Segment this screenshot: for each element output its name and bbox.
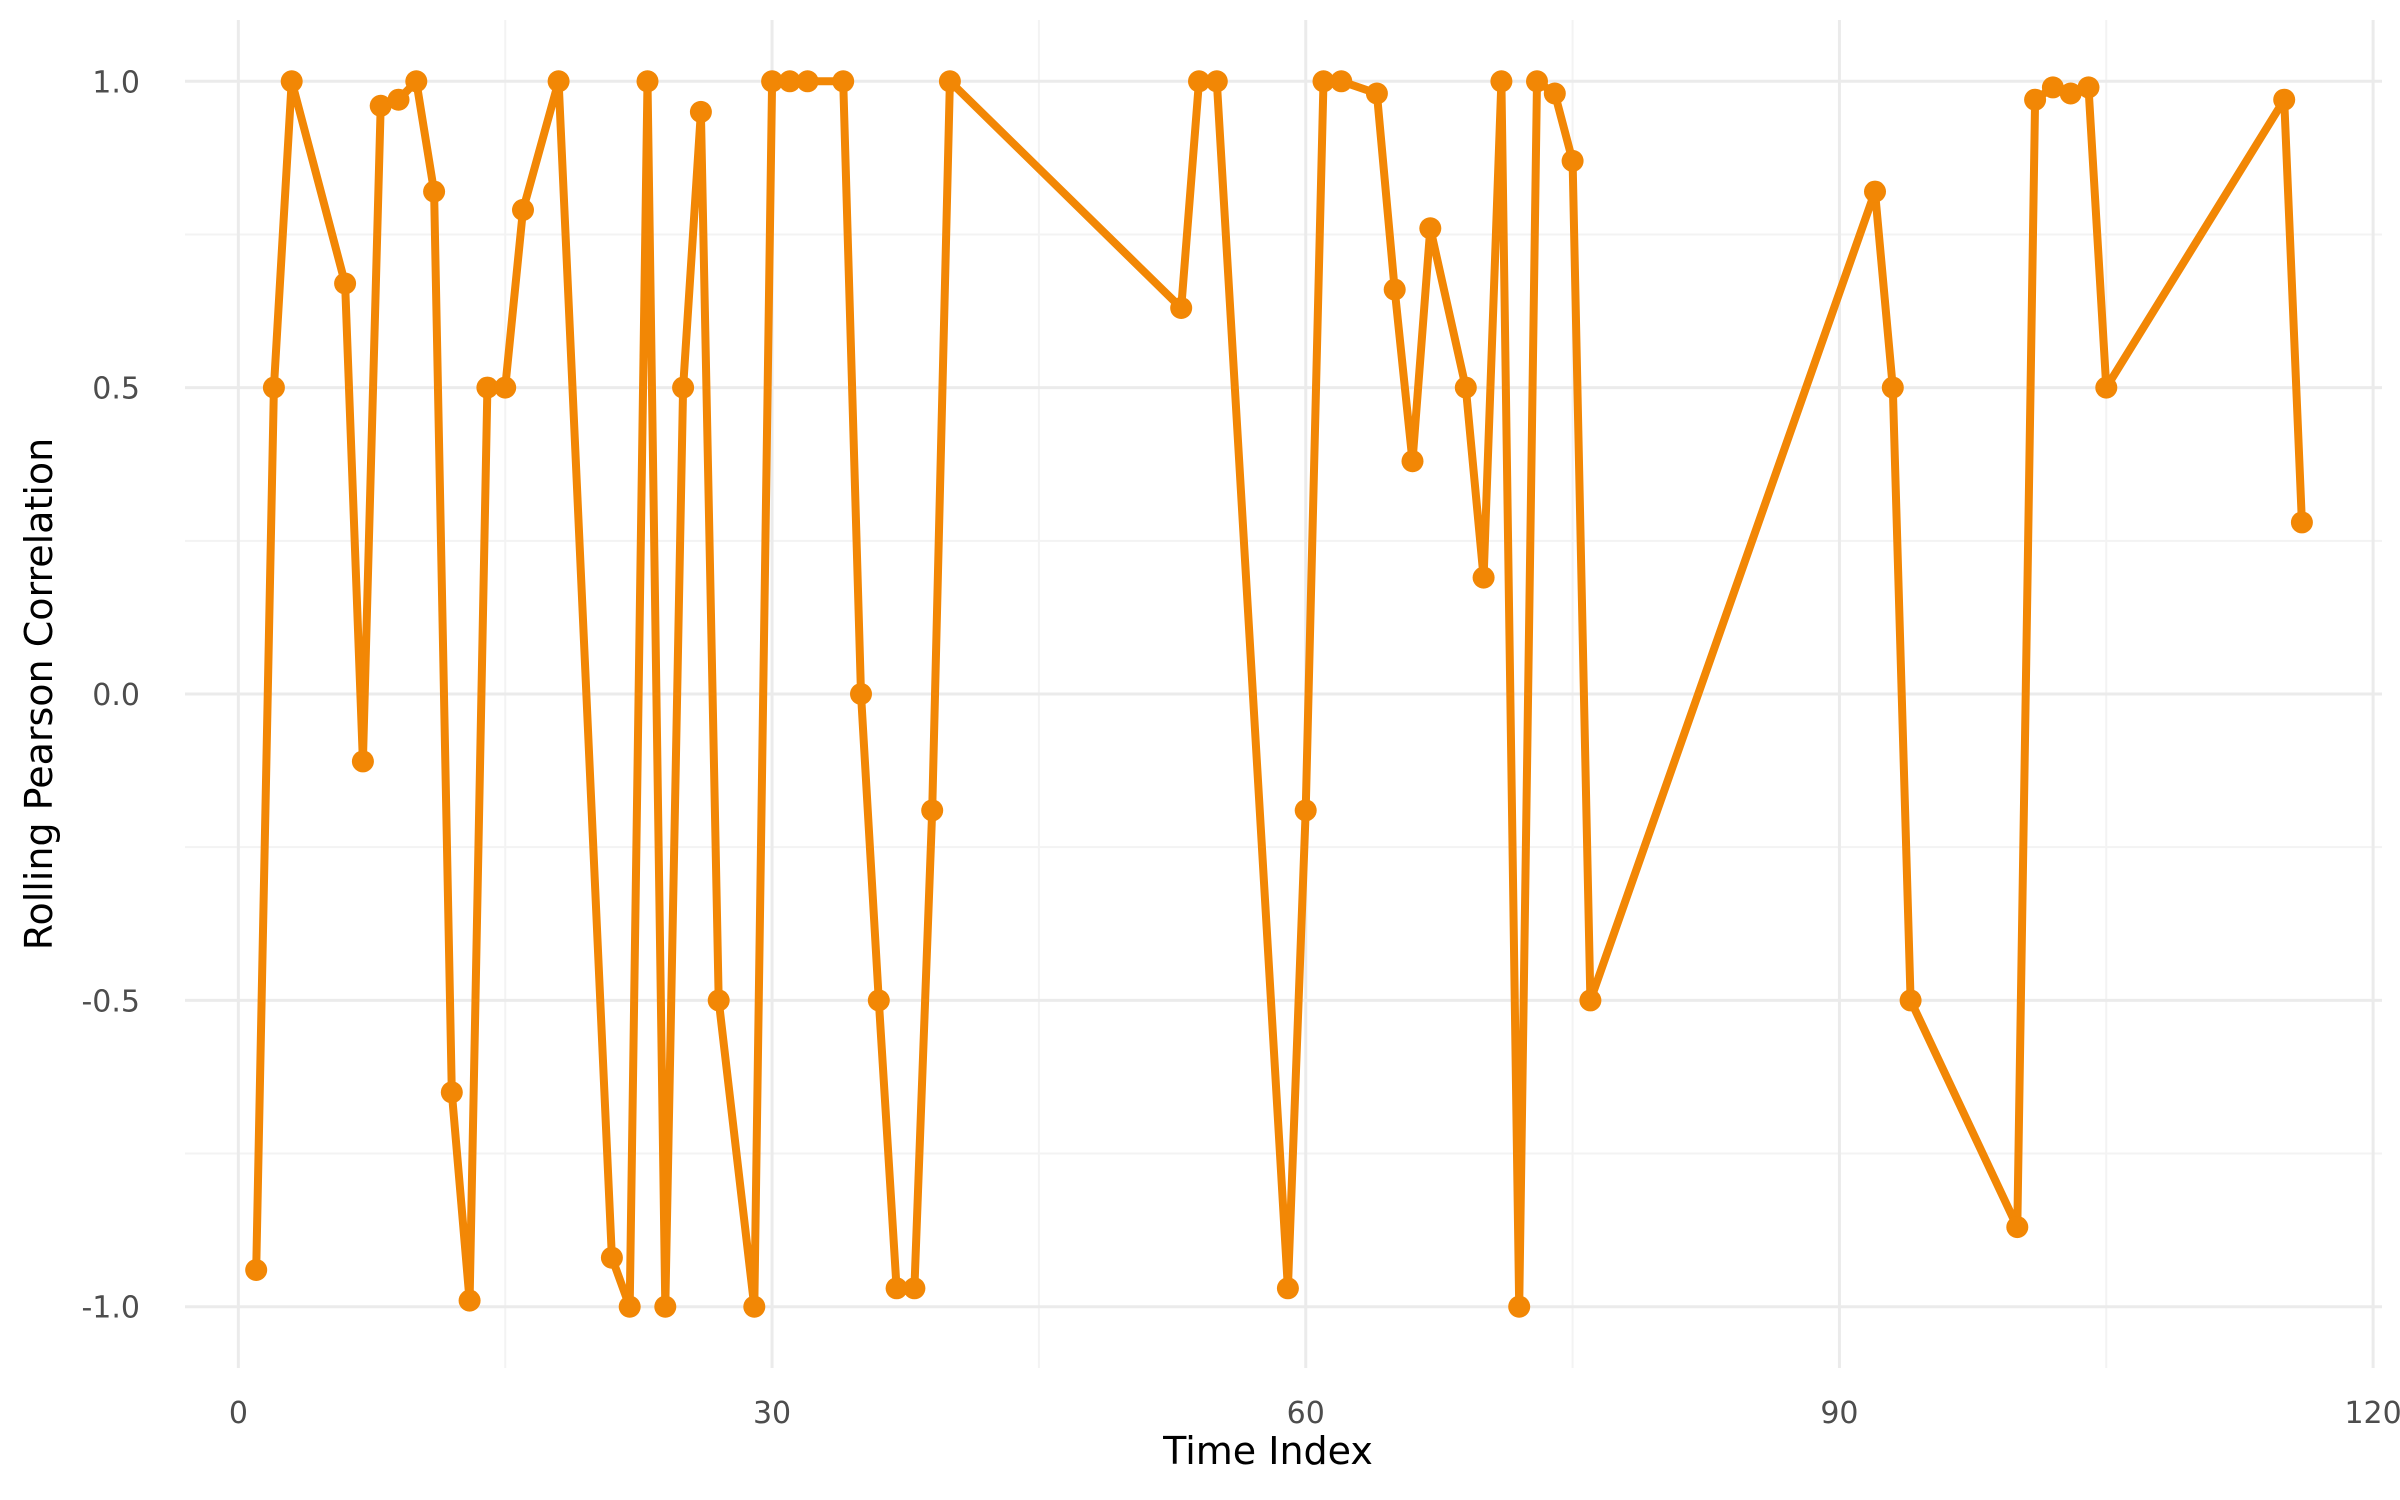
data-point (2290, 511, 2313, 534)
data-point (796, 70, 819, 93)
data-point (494, 376, 517, 399)
data-point (1312, 70, 1335, 93)
x-tick-label: 30 (753, 1396, 791, 1431)
data-point (2095, 376, 2118, 399)
data-point (280, 70, 303, 93)
data-point (1864, 180, 1886, 203)
data-point (387, 88, 410, 111)
x-tick-label: 90 (1820, 1396, 1858, 1431)
data-point (262, 376, 285, 399)
x-axis-title: Time Index (1162, 1429, 1373, 1473)
data-point (351, 750, 374, 773)
data-point (1205, 70, 1228, 93)
data-point (1561, 149, 1584, 172)
data-point (1454, 376, 1477, 399)
data-point (2059, 82, 2082, 105)
series (245, 70, 2313, 1318)
data-point (1383, 278, 1406, 301)
data-point (921, 799, 944, 822)
data-point (2006, 1216, 2029, 1239)
data-point (1472, 566, 1495, 589)
data-point (903, 1277, 926, 1300)
data-point (440, 1081, 463, 1104)
data-point (938, 70, 961, 93)
data-point (2041, 76, 2064, 99)
data-point (547, 70, 570, 93)
data-point (672, 376, 695, 399)
x-tick-label: 60 (1287, 1396, 1325, 1431)
data-point (618, 1295, 641, 1318)
data-point (1170, 297, 1193, 319)
data-point (423, 180, 446, 203)
data-point (689, 100, 712, 123)
y-tick-label: -0.5 (81, 984, 140, 1019)
y-tick-label: 0.5 (92, 372, 140, 407)
x-tick-label: 0 (229, 1396, 248, 1431)
data-point (1543, 82, 1566, 105)
data-point (850, 683, 872, 705)
data-point (458, 1289, 481, 1312)
data-point (1419, 217, 1442, 240)
data-point (334, 272, 357, 295)
data-point (867, 989, 890, 1012)
data-point (245, 1259, 268, 1281)
data-point (2077, 76, 2100, 99)
data-point (885, 1277, 908, 1300)
data-point (743, 1295, 766, 1318)
data-point (778, 70, 801, 93)
data-point (1508, 1295, 1531, 1318)
data-point (1330, 70, 1353, 93)
data-point (1526, 70, 1548, 93)
y-axis-title: Rolling Pearson Correlation (17, 438, 61, 951)
data-point (2273, 88, 2296, 111)
data-point (1881, 376, 1904, 399)
data-point (369, 94, 392, 117)
data-point (636, 70, 659, 93)
data-point (1294, 799, 1317, 822)
data-point (1490, 70, 1513, 93)
data-point (1899, 989, 1922, 1012)
data-point (1401, 450, 1424, 473)
data-point (405, 70, 428, 93)
data-point (476, 376, 499, 399)
data-point (761, 70, 784, 93)
y-tick-label: 1.0 (92, 65, 140, 100)
data-point (832, 70, 855, 93)
axis-ticks: 0 30 60 90 120 -1.0 -0.5 0.0 0.5 1.0 (81, 65, 2400, 1431)
data-point (1579, 989, 1602, 1012)
data-point (1365, 82, 1388, 105)
data-point (707, 989, 730, 1012)
y-tick-label: 0.0 (92, 678, 140, 713)
data-point (600, 1246, 623, 1269)
data-point (512, 198, 534, 221)
data-point (654, 1295, 677, 1318)
data-point (1188, 70, 1210, 93)
grid (185, 20, 2382, 1368)
data-point (1276, 1277, 1299, 1300)
y-tick-label: -1.0 (81, 1291, 140, 1326)
x-tick-label: 120 (2344, 1396, 2400, 1431)
data-point (2024, 88, 2047, 111)
